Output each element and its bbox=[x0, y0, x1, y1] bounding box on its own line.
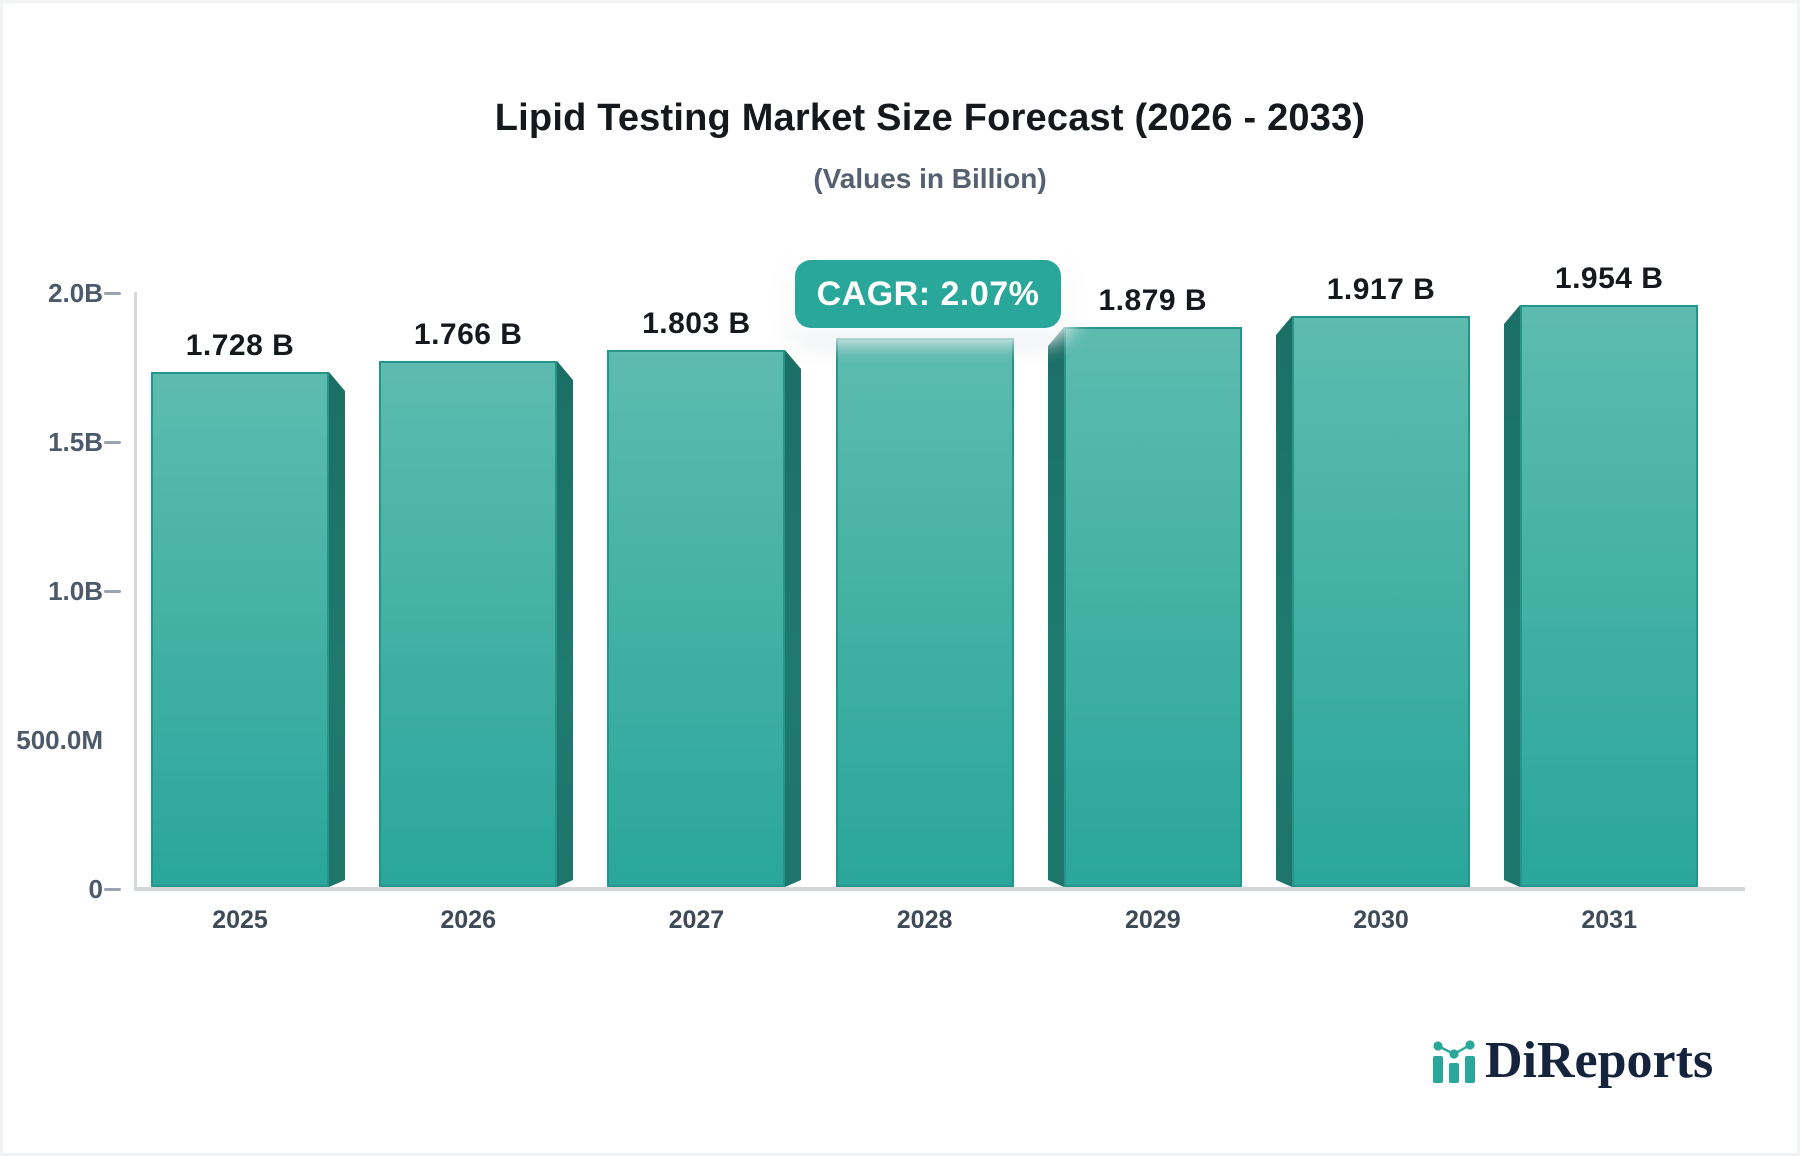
bar-side-2031 bbox=[1504, 305, 1520, 887]
y-axis-tick-label: 1.0B bbox=[48, 576, 103, 606]
bar-value-label-2031: 1.954 B bbox=[1554, 262, 1664, 295]
bar-value-label-2029: 1.879 B bbox=[1098, 284, 1208, 317]
y-axis-line bbox=[134, 292, 137, 888]
direports-logo: DiReports bbox=[1431, 1035, 1713, 1092]
y-axis-tick-dash bbox=[104, 292, 121, 295]
bar-side-2025 bbox=[329, 372, 345, 887]
y-axis-tick-dash bbox=[104, 590, 121, 593]
bar-2027 bbox=[607, 350, 785, 887]
x-axis-baseline bbox=[134, 887, 1745, 891]
y-axis-tick-label: 0 bbox=[88, 874, 103, 904]
cagr-badge: CAGR: 2.07% bbox=[795, 260, 1061, 328]
bar-2028 bbox=[836, 338, 1014, 887]
bar-2026 bbox=[379, 361, 557, 887]
chart-title: Lipid Testing Market Size Forecast (2026… bbox=[494, 97, 1366, 139]
x-axis-label-2026: 2026 bbox=[440, 906, 496, 934]
x-axis-label-2030: 2030 bbox=[1353, 906, 1409, 934]
bar-2030 bbox=[1292, 316, 1470, 887]
x-axis-label-2029: 2029 bbox=[1124, 906, 1181, 934]
bar-value-label-2030: 1.917 B bbox=[1326, 273, 1436, 306]
bar-2025 bbox=[151, 372, 329, 887]
bar-side-2027 bbox=[785, 350, 801, 887]
direports-logo-text: DiReports bbox=[1485, 1032, 1714, 1089]
bar-value-label-2026: 1.766 B bbox=[413, 318, 523, 351]
x-axis-label-2027: 2027 bbox=[668, 906, 725, 934]
y-axis-tick-label: 1.5B bbox=[48, 427, 103, 457]
bar-2031 bbox=[1520, 305, 1698, 887]
bar-side-2029 bbox=[1048, 327, 1064, 887]
bar-2029 bbox=[1064, 327, 1242, 887]
bar-value-label-2027: 1.803 B bbox=[642, 307, 751, 340]
y-axis-tick-dash bbox=[104, 888, 121, 891]
chart-subtitle: (Values in Billion) bbox=[813, 163, 1047, 194]
y-axis-tick-label: 2.0B bbox=[48, 278, 103, 308]
y-axis-tick-dash bbox=[104, 441, 121, 444]
bar-side-2030 bbox=[1276, 316, 1292, 887]
bar-value-label-2025: 1.728 B bbox=[185, 329, 295, 362]
y-axis-tick-label: 500.0M bbox=[16, 725, 103, 755]
mini-bar-chart-icon bbox=[1431, 1035, 1479, 1092]
bar-side-2026 bbox=[557, 361, 573, 887]
x-axis-label-2028: 2028 bbox=[896, 906, 953, 934]
x-axis-label-2031: 2031 bbox=[1581, 906, 1637, 934]
x-axis-label-2025: 2025 bbox=[212, 906, 268, 934]
